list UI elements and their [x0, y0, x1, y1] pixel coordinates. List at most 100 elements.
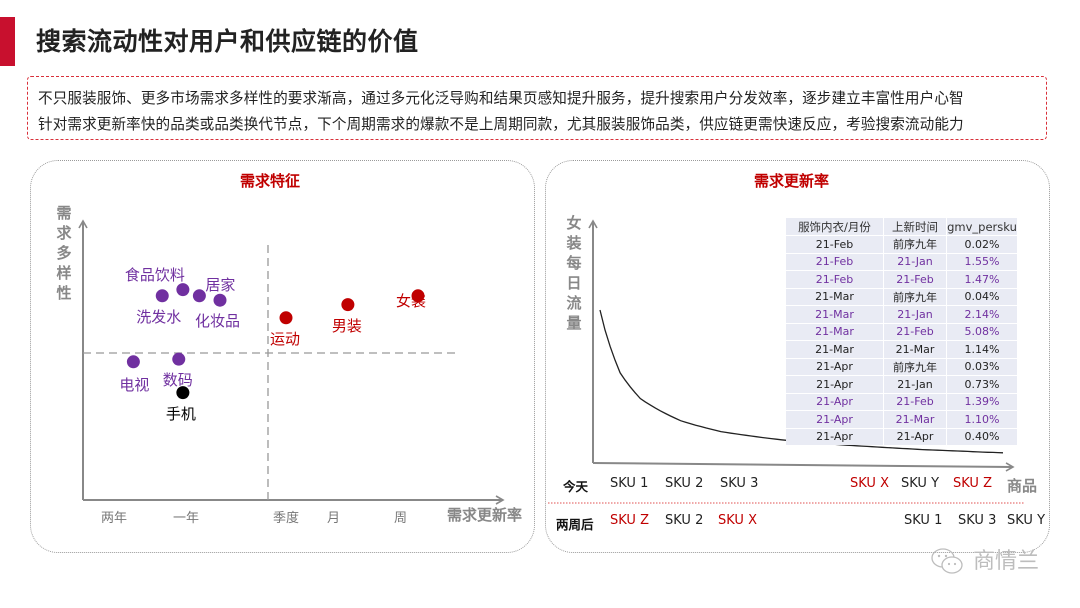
scatter-point [172, 352, 186, 366]
table-cell: 0.04% [947, 288, 1017, 305]
scatter-point-label: 数码 [162, 371, 193, 390]
sku-label: SKU 3 [958, 513, 997, 528]
table-cell: 2.14% [947, 306, 1017, 323]
table-row: 21-Apr 21-Apr 0.40% [786, 428, 1017, 445]
scatter-point [213, 293, 227, 307]
table-cell: 21-Apr [786, 393, 883, 410]
table-cell: 0.02% [947, 236, 1017, 253]
sku-label: SKU 2 [665, 513, 704, 528]
table-cell: 21-Mar [786, 341, 883, 358]
table-row: 21-Apr 21-Mar 1.10% [786, 411, 1017, 428]
sku-label: SKU 3 [720, 476, 759, 491]
table-cell: 21-Apr [786, 376, 883, 393]
table-row: 21-Feb 21-Jan 1.55% [786, 253, 1017, 270]
table-cell: 0.40% [947, 428, 1017, 445]
table-cell: 1.55% [947, 253, 1017, 270]
table-cell: 21-Mar [786, 306, 883, 323]
table-cell: 21-Apr [884, 428, 946, 445]
x-tick-label: 季度 [273, 511, 300, 526]
intro-line: 针对需求更新率快的品类或品类换代节点，下个周期需求的爆款不是上周期同款，尤其服装… [38, 116, 964, 133]
scatter-point-label: 运动 [270, 329, 301, 348]
table-cell: 前序九年 [884, 288, 946, 305]
scatter-point [411, 289, 425, 303]
table-cell: 21-Feb [884, 393, 946, 410]
table-row: 21-Feb 前序九年 0.02% [786, 236, 1017, 253]
sku-label: SKU X [850, 476, 889, 491]
watermark: 商情兰 [930, 543, 1039, 577]
table-cell: 1.10% [947, 411, 1017, 428]
gmv-table: 服饰内衣/月份 上新时间 gmv_persku 21-Feb 前序九年 0.02% 2… [785, 217, 1018, 446]
table-cell: 21-Jan [884, 306, 946, 323]
scatter-point-label: 手机 [165, 404, 196, 423]
table-cell: 21-Jan [884, 376, 946, 393]
table-cell: 21-Mar [786, 323, 883, 340]
table-row: 21-Mar 21-Feb 5.08% [786, 323, 1017, 340]
table-cell: 21-Apr [786, 411, 883, 428]
sku-label: SKU 1 [610, 476, 649, 491]
table-cell: 1.39% [947, 393, 1017, 410]
table-row: 21-Mar 前序九年 0.04% [786, 288, 1017, 305]
scatter-point-label: 电视 [119, 375, 150, 394]
table-cell: 21-Mar [884, 411, 946, 428]
two-weeks-later-label: 两周后 [556, 517, 594, 532]
table-cell: 21-Apr [786, 358, 883, 375]
demand-update-rate-title: 需求更新率 [754, 172, 830, 190]
x-axis [592, 462, 1015, 472]
table-row: 21-Mar 21-Mar 1.14% [786, 341, 1017, 358]
table-row: 21-Apr 21-Jan 0.73% [786, 376, 1017, 393]
table-cell: 1.47% [947, 271, 1017, 288]
table-cell: 21-Feb [786, 236, 883, 253]
sku-label: SKU X [718, 513, 757, 528]
intro-box: 不只服装服饰、更多市场需求多样性的要求渐高，通过多元化泛导购和结果页感知提升服务… [27, 76, 1047, 140]
table-cell: 21-Jan [884, 253, 946, 270]
table-cell: 0.03% [947, 358, 1017, 375]
intro-line: 不只服装服饰、更多市场需求多样性的要求渐高，通过多元化泛导购和结果页感知提升服务… [38, 90, 964, 107]
table-cell: 21-Feb [786, 271, 883, 288]
table-cell: 5.08% [947, 323, 1017, 340]
demand-update-rate-panel [545, 160, 1050, 553]
x-tick-label: 周 [394, 511, 408, 526]
scatter-point-label: 女装 [396, 291, 427, 310]
scatter-point [279, 311, 293, 325]
x-axis-label: 需求更新率 [447, 506, 523, 524]
scatter-point-label: 化妆品 [195, 312, 241, 331]
scatter-point [192, 289, 206, 303]
table-cell: 21-Mar [884, 341, 946, 358]
sku-label: SKU 2 [665, 476, 704, 491]
column-header: 服饰内衣/月份 [786, 218, 883, 235]
table-cell: 21-Feb [884, 323, 946, 340]
table-cell: 0.73% [947, 376, 1017, 393]
x-tick-label: 月 [327, 511, 341, 526]
sku-label: SKU Y [901, 476, 940, 491]
scatter-point [341, 298, 355, 312]
scatter-point [155, 289, 169, 303]
sku-label: SKU Z [610, 513, 649, 528]
demand-features-title: 需求特征 [240, 172, 301, 190]
sku-label: SKU 1 [904, 513, 943, 528]
table-cell: 前序九年 [884, 358, 946, 375]
column-header: gmv_persku [947, 218, 1017, 235]
scatter-point [176, 283, 190, 297]
demand-features-panel [30, 160, 535, 553]
scatter-point-label: 男装 [331, 316, 362, 335]
table-cell: 21-Mar [786, 288, 883, 305]
scatter-point-label: 食品饮料 [124, 265, 185, 284]
x-tick-label: 一年 [173, 511, 200, 526]
table-header-row: 服饰内衣/月份 上新时间 gmv_persku [786, 218, 1017, 235]
y-axis-label: 女装每日流量 [566, 214, 582, 332]
table-row: 21-Apr 前序九年 0.03% [786, 358, 1017, 375]
scatter-point [176, 386, 190, 400]
column-header: 上新时间 [884, 218, 946, 235]
table-row: 21-Mar 21-Jan 2.14% [786, 306, 1017, 323]
table-row: 21-Feb 21-Feb 1.47% [786, 271, 1017, 288]
wechat-icon [931, 548, 963, 574]
sku-label: SKU Z [953, 476, 992, 491]
table-cell: 21-Feb [884, 271, 946, 288]
scatter-point [126, 355, 140, 369]
watermark-text: 商情兰 [973, 549, 1040, 574]
scatter-point-label: 居家 [205, 275, 236, 294]
table-row: 21-Apr 21-Feb 1.39% [786, 393, 1017, 410]
table-cell: 前序九年 [884, 236, 946, 253]
today-label: 今天 [563, 479, 589, 494]
